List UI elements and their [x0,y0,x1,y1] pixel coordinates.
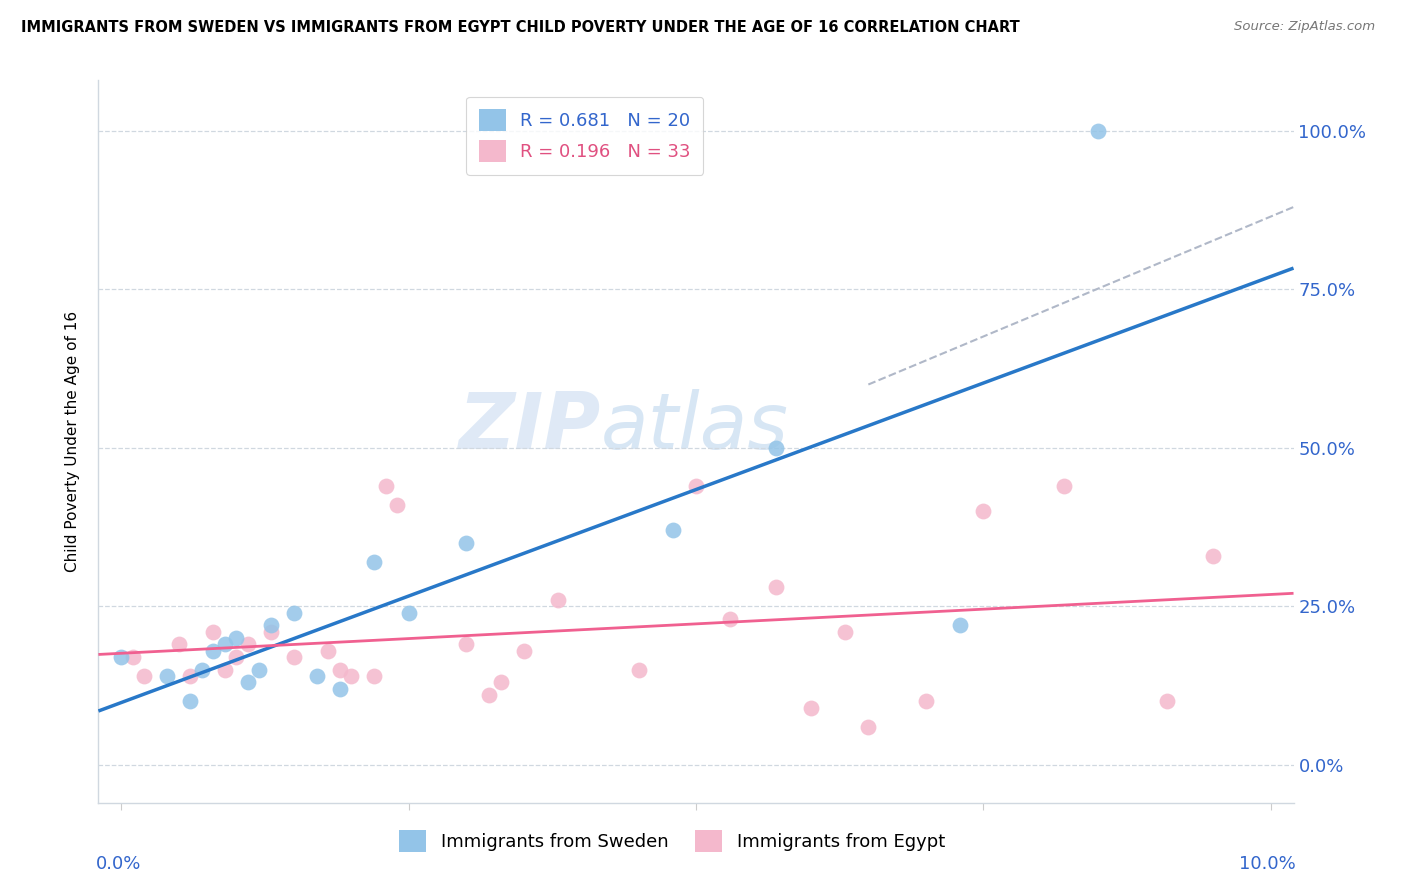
Point [489,675,512,690]
Point [858,720,880,734]
Point [972,504,994,518]
Point [1087,124,1109,138]
Text: 0.0%: 0.0% [96,855,142,872]
Point [179,694,201,708]
Point [800,700,823,714]
Point [202,624,225,639]
Point [260,618,283,632]
Point [316,643,339,657]
Text: Source: ZipAtlas.com: Source: ZipAtlas.com [1234,20,1375,33]
Point [191,663,214,677]
Point [512,643,534,657]
Point [685,479,707,493]
Point [236,675,259,690]
Point [122,650,145,665]
Point [1202,549,1225,563]
Point [385,498,409,512]
Point [398,606,420,620]
Point [329,663,352,677]
Point [914,694,936,708]
Text: IMMIGRANTS FROM SWEDEN VS IMMIGRANTS FROM EGYPT CHILD POVERTY UNDER THE AGE OF 1: IMMIGRANTS FROM SWEDEN VS IMMIGRANTS FRO… [21,20,1019,35]
Point [214,637,236,651]
Point [305,669,328,683]
Point [340,669,363,683]
Point [225,631,247,645]
Point [765,580,787,594]
Point [283,650,305,665]
Legend: Immigrants from Sweden, Immigrants from Egypt: Immigrants from Sweden, Immigrants from … [392,822,952,859]
Point [214,663,236,677]
Point [720,612,742,626]
Point [156,669,179,683]
Point [456,637,478,651]
Point [363,669,385,683]
Point [834,624,856,639]
Point [134,669,156,683]
Point [456,536,478,550]
Point [627,663,650,677]
Text: atlas: atlas [600,389,789,465]
Point [949,618,972,632]
Point [1053,479,1076,493]
Point [283,606,305,620]
Point [110,650,132,665]
Point [478,688,501,702]
Point [363,555,385,569]
Text: ZIP: ZIP [458,389,600,465]
Text: 10.0%: 10.0% [1239,855,1296,872]
Point [1156,694,1178,708]
Point [202,643,225,657]
Point [225,650,247,665]
Point [179,669,201,683]
Point [260,624,283,639]
Point [662,523,685,537]
Point [247,663,270,677]
Y-axis label: Child Poverty Under the Age of 16: Child Poverty Under the Age of 16 [65,311,80,572]
Point [547,593,569,607]
Point [374,479,396,493]
Point [765,441,787,455]
Point [329,681,352,696]
Point [167,637,190,651]
Point [236,637,259,651]
